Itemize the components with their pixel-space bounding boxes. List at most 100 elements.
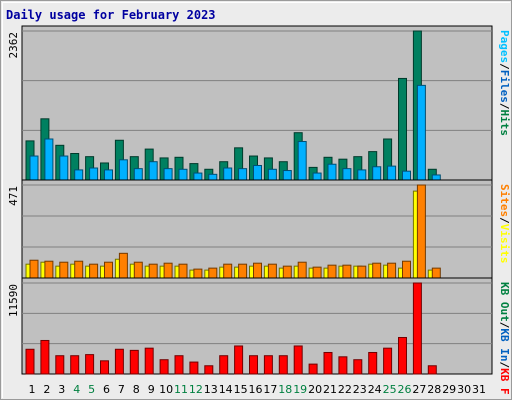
bar bbox=[267, 168, 277, 181]
x-tick-label: 6 bbox=[103, 383, 110, 396]
x-tick-label: 7 bbox=[118, 383, 125, 396]
bar bbox=[353, 359, 363, 375]
y-max-label: 471 bbox=[7, 186, 20, 206]
bar bbox=[223, 167, 233, 181]
x-tick-label: 10 bbox=[159, 383, 173, 396]
legend: KB Out/KB In/KB F bbox=[498, 282, 511, 395]
bar bbox=[208, 267, 218, 279]
bar bbox=[327, 163, 337, 181]
bar bbox=[163, 168, 173, 181]
bar bbox=[25, 348, 35, 375]
x-tick-label: 30 bbox=[457, 383, 471, 396]
x-tick-label: 19 bbox=[293, 383, 307, 396]
legend-entry: KB Out bbox=[498, 282, 511, 322]
bar bbox=[144, 347, 154, 375]
bar bbox=[204, 365, 214, 375]
panel-1: 2362 Pages/Files/Hits bbox=[7, 25, 511, 181]
legend-entry: / bbox=[498, 63, 511, 70]
x-tick-label: 2 bbox=[43, 383, 50, 396]
legend-entry: KB In bbox=[498, 328, 511, 361]
bar bbox=[85, 354, 95, 375]
bar bbox=[70, 355, 80, 375]
legend-entry: Sites bbox=[498, 184, 511, 217]
bar bbox=[297, 261, 307, 279]
bar bbox=[174, 355, 184, 375]
bar bbox=[368, 351, 378, 375]
bar bbox=[189, 361, 199, 375]
bar bbox=[412, 282, 422, 375]
bar bbox=[148, 263, 158, 279]
x-tick-label: 4 bbox=[73, 383, 80, 396]
bar bbox=[44, 138, 54, 181]
bar bbox=[253, 262, 262, 279]
x-tick-label: 5 bbox=[88, 383, 95, 396]
legend-entry: KB F bbox=[498, 368, 511, 395]
bar bbox=[253, 164, 262, 181]
bar bbox=[118, 159, 128, 181]
y-max-label: 2362 bbox=[7, 32, 20, 59]
bar bbox=[178, 263, 188, 279]
legend-entry: / bbox=[498, 217, 511, 224]
x-tick-label: 27 bbox=[412, 383, 426, 396]
x-tick-label: 12 bbox=[189, 383, 203, 396]
bar bbox=[416, 184, 426, 279]
bar bbox=[104, 261, 113, 279]
bar bbox=[55, 355, 65, 375]
bar bbox=[118, 252, 128, 279]
bar bbox=[178, 168, 188, 181]
bar bbox=[59, 261, 69, 279]
x-tick-label: 26 bbox=[398, 383, 412, 396]
bar bbox=[312, 266, 322, 279]
bar bbox=[398, 77, 407, 181]
bar bbox=[74, 169, 84, 181]
bar bbox=[387, 262, 397, 279]
x-tick-label: 25 bbox=[383, 383, 397, 396]
bar bbox=[372, 166, 382, 181]
bar bbox=[416, 84, 426, 181]
bar bbox=[431, 174, 441, 181]
bar bbox=[163, 262, 173, 279]
bar bbox=[29, 155, 39, 181]
x-tick-label: 9 bbox=[148, 383, 155, 396]
x-tick-label: 11 bbox=[174, 383, 188, 396]
x-tick-label: 17 bbox=[263, 383, 277, 396]
series-kb-f bbox=[25, 282, 437, 375]
legend-entry: Hits bbox=[498, 110, 511, 137]
bar bbox=[342, 264, 352, 279]
x-tick-label: 24 bbox=[368, 383, 382, 396]
bar bbox=[59, 155, 69, 181]
x-tick-label: 8 bbox=[133, 383, 140, 396]
legend-entry: Files bbox=[498, 70, 511, 103]
bar bbox=[357, 169, 367, 181]
bar bbox=[267, 263, 277, 279]
bar bbox=[100, 360, 109, 375]
bar bbox=[133, 168, 143, 181]
bar bbox=[308, 363, 318, 375]
bar bbox=[402, 260, 411, 279]
x-tick-label: 3 bbox=[58, 383, 65, 396]
bar bbox=[219, 355, 229, 375]
bar bbox=[40, 339, 50, 375]
bar bbox=[282, 265, 292, 279]
y-max-label: 11590 bbox=[7, 284, 20, 317]
legend: Pages/Files/Hits bbox=[498, 30, 511, 136]
x-tick-label: 29 bbox=[442, 383, 456, 396]
bar bbox=[89, 167, 99, 181]
x-tick-label: 22 bbox=[338, 383, 352, 396]
bar bbox=[193, 172, 203, 181]
series-sites bbox=[29, 184, 441, 279]
bar bbox=[278, 355, 288, 375]
bar bbox=[427, 365, 437, 375]
bar bbox=[159, 359, 169, 375]
chart-title: Daily usage for February 2023 bbox=[6, 8, 216, 22]
legend: Sites/Visits bbox=[498, 184, 511, 264]
x-tick-label: 15 bbox=[234, 383, 248, 396]
bar bbox=[402, 170, 411, 181]
bar bbox=[234, 345, 244, 375]
x-tick-label: 18 bbox=[278, 383, 292, 396]
bar bbox=[104, 169, 113, 181]
bar bbox=[398, 336, 407, 375]
bar bbox=[338, 356, 348, 375]
panel-2: 471 Sites/Visits bbox=[7, 179, 511, 279]
